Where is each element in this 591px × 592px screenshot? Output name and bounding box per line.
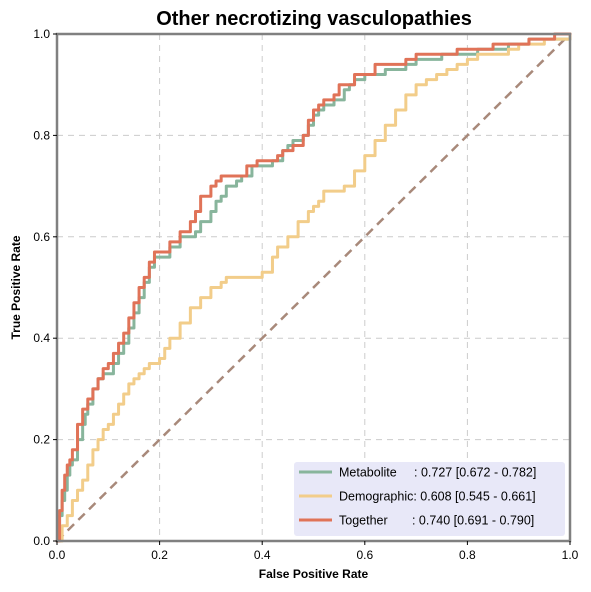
x-axis-label: False Positive Rate [259,567,369,581]
legend-label-metabolite: Metabolite : 0.727 [0.672 - 0.782] [339,466,536,480]
y-tick-labels: 0.0 0.2 0.4 0.6 0.8 1.0 [33,27,57,548]
x-tick-label: 0.6 [356,548,373,562]
grid-layer [57,34,570,541]
series-line-together [55,32,572,543]
series-layer [55,32,572,543]
plot-frame [55,32,572,543]
x-tick-label: 0.0 [49,548,66,562]
y-axis-label: True Positive Rate [9,235,23,339]
chance-diagonal-line [56,33,571,542]
chart-title: Other necrotizing vasculopathies [156,8,472,30]
legend-label-demographic: Demographic: 0.608 [0.545 - 0.661] [339,490,536,504]
y-tick-label: 0.0 [33,534,50,548]
x-tick-labels: 0.0 0.2 0.4 0.6 0.8 1.0 [49,541,579,562]
legend-box [294,462,565,536]
reference-layer [56,33,571,542]
series-line-demographic [55,32,572,543]
y-tick-label: 0.6 [33,230,50,244]
y-tick-label: 1.0 [33,27,50,41]
legend-label-together: Together : 0.740 [0.691 - 0.790] [339,514,534,528]
x-tick-label: 0.2 [151,548,168,562]
y-tick-label: 0.8 [33,128,50,142]
legend: Metabolite : 0.727 [0.672 - 0.782] Demogr… [294,462,565,536]
x-tick-label: 0.4 [254,548,271,562]
x-tick-label: 0.8 [459,548,476,562]
series-line-metabolite [55,32,572,543]
x-tick-label: 1.0 [562,548,579,562]
y-tick-label: 0.4 [33,331,50,345]
y-tick-label: 0.2 [33,433,50,447]
